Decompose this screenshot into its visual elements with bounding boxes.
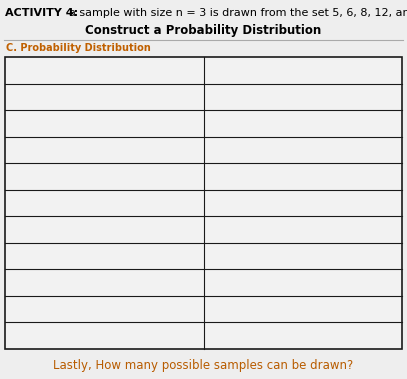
Text: ACTIVITY 4:: ACTIVITY 4: (5, 8, 78, 18)
Text: a sample with size n = 3 is drawn from the set 5, 6, 8, 12, and 20: a sample with size n = 3 is drawn from t… (62, 8, 407, 18)
Bar (5, 57, 402, 349)
Text: Lastly, How many possible samples can be drawn?: Lastly, How many possible samples can be… (53, 359, 354, 372)
Text: Construct a Probability Distribution: Construct a Probability Distribution (85, 24, 322, 37)
Text: C. Probability Distribution: C. Probability Distribution (6, 43, 151, 53)
